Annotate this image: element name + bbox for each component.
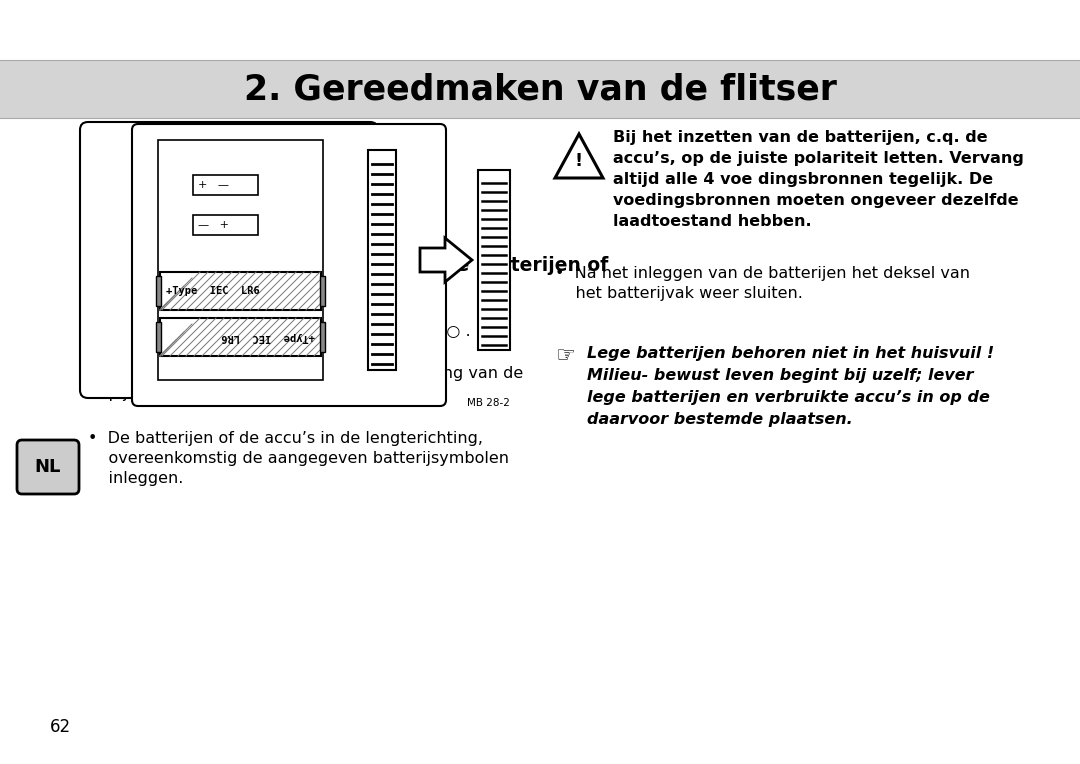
- FancyBboxPatch shape: [17, 440, 79, 494]
- Text: het batterijvak weer sluiten.: het batterijvak weer sluiten.: [555, 286, 802, 301]
- Bar: [320, 322, 325, 352]
- Bar: [160, 318, 321, 356]
- FancyBboxPatch shape: [97, 131, 421, 388]
- Bar: [160, 272, 321, 310]
- Text: pijl schuiven.: pijl schuiven.: [87, 386, 214, 401]
- Text: inleggen.: inleggen.: [87, 471, 184, 486]
- Text: 62: 62: [50, 718, 71, 736]
- Text: •  De flitser uitschakelen met de schakelaar ○ .: • De flitser uitschakelen met de schakel…: [87, 324, 471, 339]
- Text: +Type  IEC  LR6: +Type IEC LR6: [221, 332, 315, 342]
- Text: 2. Gereedmaken van de flitser: 2. Gereedmaken van de flitser: [244, 72, 836, 106]
- FancyBboxPatch shape: [132, 124, 446, 406]
- Bar: [158, 140, 323, 380]
- Text: •  De batterijen of de accu’s in de lengterichting,: • De batterijen of de accu’s in de lengt…: [87, 431, 483, 446]
- Text: Milieu- bewust leven begint bij uzelf; lever: Milieu- bewust leven begint bij uzelf; l…: [588, 368, 973, 383]
- Bar: [478, 170, 510, 350]
- Text: lege batterijen en verbruikte accu’s in op de: lege batterijen en verbruikte accu’s in …: [588, 390, 990, 405]
- Text: Bij het inzetten van de batterijen, c.q. de: Bij het inzetten van de batterijen, c.q.…: [613, 130, 987, 145]
- Text: +Type  IEC  LR6: +Type IEC LR6: [166, 286, 260, 296]
- Text: Lege batterijen behoren niet in het huisvuil !: Lege batterijen behoren niet in het huis…: [588, 346, 994, 361]
- Bar: [0, 60, 1080, 118]
- Text: NL: NL: [35, 458, 62, 476]
- Bar: [193, 215, 258, 235]
- Text: •  Na het inleggen van de batterijen het deksel van: • Na het inleggen van de batterijen het …: [555, 266, 970, 281]
- Polygon shape: [555, 134, 603, 178]
- Bar: [156, 276, 161, 306]
- Text: ☞: ☞: [555, 346, 575, 366]
- Text: voedingsbronnen moeten ongeveer dezelfde: voedingsbronnen moeten ongeveer dezelfde: [613, 193, 1018, 208]
- Bar: [156, 322, 161, 352]
- Text: laadtoestand hebben.: laadtoestand hebben.: [613, 214, 812, 229]
- Text: !: !: [575, 152, 583, 170]
- Text: 2.2  Inleggen en verwisselen van de batterijen of: 2.2 Inleggen en verwisselen van de batte…: [87, 256, 608, 275]
- Polygon shape: [420, 238, 472, 282]
- Text: MB 28-2: MB 28-2: [468, 398, 510, 408]
- Text: accu’s, op de juiste polariteit letten. Vervang: accu’s, op de juiste polariteit letten. …: [613, 151, 1024, 166]
- Text: daarvoor bestemde plaatsen.: daarvoor bestemde plaatsen.: [588, 412, 853, 427]
- Text: —   +: — +: [198, 220, 229, 230]
- Text: overeenkomstig de aangegeven batterijsymbolen: overeenkomstig de aangegeven batterijsym…: [87, 451, 509, 466]
- Text: Afb. 2: Batterijen verwisselen: Afb. 2: Batterijen verwisselen: [87, 226, 303, 241]
- Text: de accu’s: de accu’s: [87, 280, 233, 299]
- Text: +   —: + —: [198, 180, 229, 190]
- Bar: [368, 150, 396, 370]
- FancyBboxPatch shape: [80, 122, 378, 398]
- Text: •  Het deksel van het batterijvak in de richting van de: • Het deksel van het batterijvak in de r…: [87, 366, 523, 381]
- Bar: [320, 276, 325, 306]
- Text: altijd alle 4 voe dingsbronnen tegelijk. De: altijd alle 4 voe dingsbronnen tegelijk.…: [613, 172, 994, 187]
- Bar: [193, 175, 258, 195]
